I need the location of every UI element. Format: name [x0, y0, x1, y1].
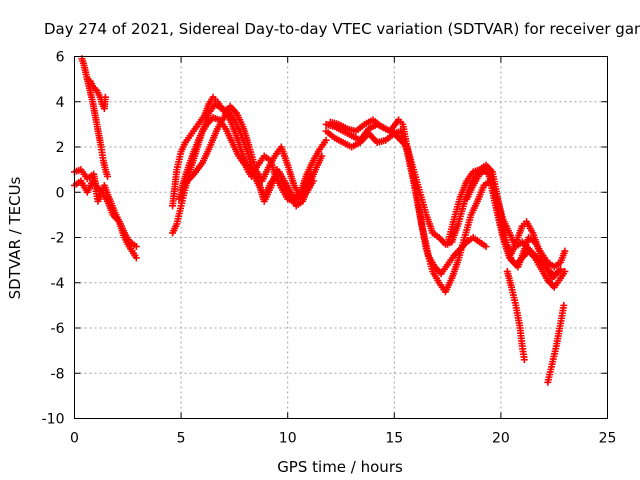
y-tick-labels: -10 -8 -6 -4 -2 0 2 4 6 — [42, 50, 65, 428]
y-tick-label: -8 — [51, 366, 65, 382]
data-point — [482, 243, 490, 251]
data-points — [71, 55, 569, 386]
y-tick-label: 6 — [56, 50, 65, 66]
data-point — [104, 172, 112, 180]
grid-lines — [74, 56, 608, 419]
data-point — [561, 267, 569, 275]
x-axis-label: GPS time / hours — [277, 458, 403, 476]
x-tick-label: 10 — [279, 431, 297, 447]
y-tick-label: -6 — [51, 321, 65, 337]
y-tick-label: 2 — [56, 140, 65, 156]
series-early-mid — [71, 175, 140, 251]
series-late-e — [463, 166, 562, 282]
y-tick-label: 4 — [56, 95, 65, 111]
x-tick-label: 25 — [599, 431, 617, 447]
data-point — [132, 254, 140, 262]
data-point — [318, 152, 326, 160]
x-tick-label: 0 — [70, 431, 79, 447]
x-tick-label: 20 — [492, 431, 510, 447]
data-point — [132, 243, 140, 251]
data-point — [309, 177, 317, 185]
data-point — [554, 267, 562, 275]
x-tick-labels: 0 5 10 15 20 25 — [70, 431, 616, 447]
x-tick-label: 5 — [177, 431, 186, 447]
series-early-spike-b — [83, 75, 109, 113]
data-point — [520, 356, 528, 364]
y-axis-label: SDTVAR / TECUs — [6, 176, 24, 299]
series-late-drop — [503, 267, 528, 364]
y-tick-label: -10 — [42, 412, 65, 428]
series-late-end — [544, 301, 568, 386]
data-point — [561, 247, 569, 255]
y-tick-label: 0 — [56, 185, 65, 201]
series-late-c — [326, 116, 490, 278]
series-main-d — [175, 102, 317, 203]
y-tick-label: -2 — [51, 231, 65, 247]
data-point — [322, 136, 330, 144]
data-point — [560, 301, 568, 309]
plot-frame — [74, 56, 608, 419]
data-point — [101, 93, 109, 101]
x-tick-label: 15 — [385, 431, 403, 447]
chart-title: Day 274 of 2021, Sidereal Day-to-day VTE… — [44, 20, 640, 38]
data-point — [307, 170, 315, 178]
series-early-spike — [78, 55, 112, 180]
y-tick-label: -4 — [51, 276, 65, 292]
